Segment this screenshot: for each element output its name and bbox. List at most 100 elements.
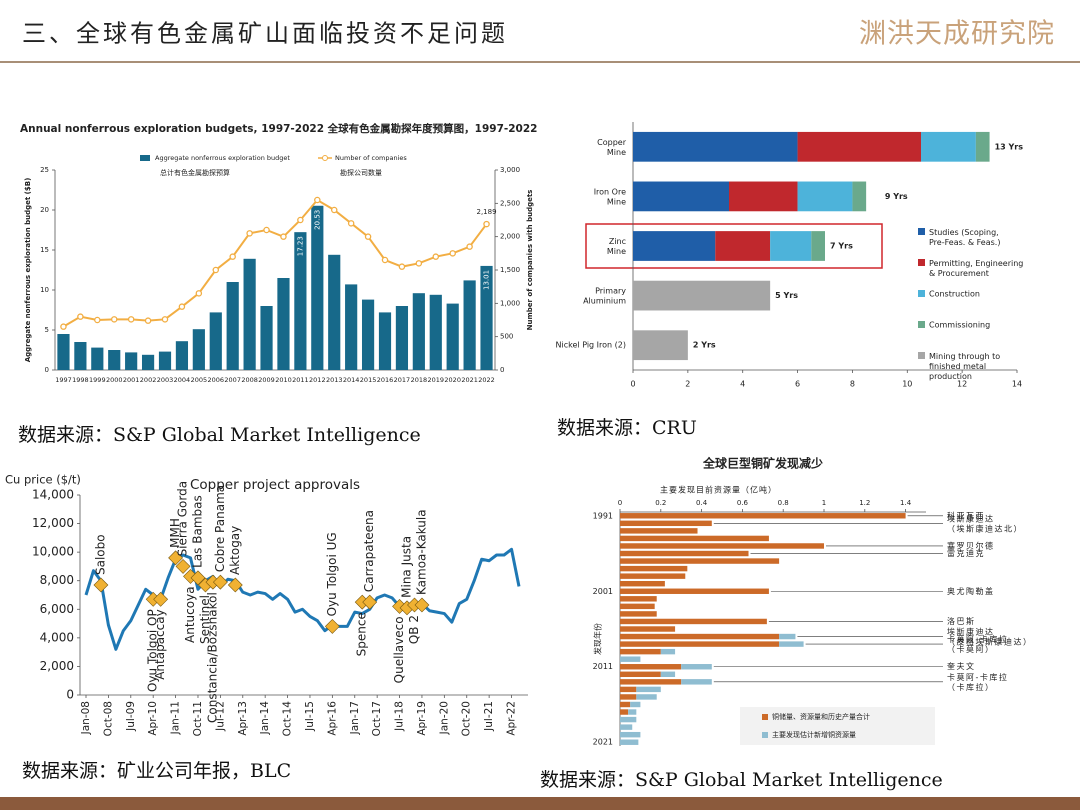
line-value-label: 2,189: [477, 208, 497, 216]
x-tick-label: 2007: [224, 376, 241, 384]
line-marker: [280, 233, 287, 240]
line-marker: [347, 220, 355, 227]
line-marker: [94, 316, 101, 324]
bar-segment: [729, 181, 798, 212]
bar: [277, 278, 290, 370]
bar: [378, 312, 392, 370]
x-tick-label: 2015: [360, 376, 377, 384]
x-tick-label: Jan-11: [170, 701, 182, 735]
x-tick-label: Apr-10: [147, 701, 159, 736]
approval-marker: [153, 591, 169, 607]
bar: [260, 306, 273, 370]
annotation-label: 洛巴斯: [947, 616, 976, 626]
line-marker: [229, 253, 236, 260]
x-tick-label: 4: [740, 380, 745, 389]
bar-segment: [620, 731, 641, 738]
category-label: Copper Mine: [597, 137, 627, 156]
line-marker: [415, 260, 423, 267]
x-tick-label: 2005: [191, 376, 208, 384]
approval-label: Spence: [355, 612, 369, 656]
category-label: 2001: [593, 587, 613, 596]
bar: [74, 342, 87, 370]
bar-segment: [633, 330, 688, 361]
x-tick-label: 2004: [174, 376, 191, 384]
bar-segment: [620, 603, 655, 610]
line-marker: [398, 263, 406, 270]
x-tick-label: 10: [902, 380, 912, 389]
legend-label: Permitting, Engineering & Procurement: [929, 259, 1023, 278]
approval-label: Carrapateena: [362, 510, 376, 592]
bar-segment: [636, 694, 657, 700]
footer-bar: [0, 797, 1080, 810]
legend-box: [740, 707, 935, 745]
bar-segment: [620, 701, 631, 708]
line-marker: [263, 226, 270, 234]
bar-segment: [620, 618, 767, 625]
x-tick-label: 2018: [411, 376, 428, 384]
legend-swatch: [918, 259, 925, 266]
y2-tick-label: 500: [500, 333, 513, 341]
bar-segment: [628, 709, 637, 715]
x-tick-label: 8: [850, 380, 855, 389]
legend-label: Construction: [929, 290, 980, 299]
bar: [294, 232, 307, 370]
x-tick-label: 2019: [427, 376, 444, 384]
bar-value-label: 17.23: [296, 236, 304, 256]
bar: [175, 341, 189, 370]
x-tick-label: 0.8: [778, 499, 789, 507]
bar-segment: [633, 280, 771, 311]
x-tick-label: Oct-11: [192, 701, 204, 736]
legend-label: 铜储量、资源量和历史产量合计: [772, 712, 870, 721]
total-label: 13 Yrs: [995, 142, 1024, 151]
bar: [226, 282, 239, 370]
line-marker: [330, 206, 338, 214]
bar-segment: [620, 656, 641, 662]
bar-segment: [620, 709, 629, 715]
x-tick-label: Apr-16: [326, 701, 338, 736]
x-tick-label: 2016: [377, 376, 394, 384]
bar-segment: [620, 664, 682, 670]
total-label: 7 Yrs: [830, 242, 853, 251]
approval-marker: [414, 597, 430, 613]
approval-label: Mina Justa: [400, 536, 414, 598]
y-tick-label: 15: [40, 246, 49, 254]
approval-label: Sentinel: [198, 595, 212, 644]
line-marker: [195, 290, 203, 297]
line-marker: [212, 266, 220, 274]
bar: [412, 293, 425, 370]
x-tick-label: 6: [795, 380, 800, 389]
y2-tick-label: 2,000: [500, 233, 520, 241]
bar-segment: [630, 701, 641, 708]
x-tick-label: 2017: [394, 376, 411, 384]
approval-marker: [168, 550, 184, 566]
annotation-label: 埃斯康迪达（皮格埃斯康迪达）: [947, 626, 1033, 646]
line-marker: [297, 216, 304, 224]
bar: [446, 303, 459, 370]
bar-segment: [975, 131, 990, 162]
legend-swatch: [918, 321, 925, 328]
annotation-label: 雷克迪克: [947, 548, 985, 558]
bar: [192, 329, 205, 370]
bar: [108, 350, 121, 370]
y2-tick-label: 2,500: [500, 199, 520, 207]
category-label: 2011: [593, 662, 613, 671]
bar-segment: [797, 131, 921, 162]
bar-segment: [620, 565, 688, 572]
bar-segment: [620, 648, 661, 655]
legend-swatch: [918, 228, 925, 235]
line-marker: [364, 233, 372, 240]
y-tick-label: 20: [40, 206, 49, 214]
bar: [125, 352, 138, 370]
total-label: 9 Yrs: [885, 192, 908, 201]
x-tick-label: Jul-12: [214, 701, 226, 732]
category-label: Primary Aluminium: [583, 286, 626, 305]
bar-segment: [660, 648, 676, 655]
x-tick-label: 2011: [292, 376, 309, 384]
bar-value-label: 13.01: [483, 270, 491, 290]
y2-tick-label: 1,500: [500, 266, 520, 274]
bar-segment: [620, 641, 780, 647]
x-tick-label: Oct-17: [371, 701, 383, 736]
bar: [209, 312, 222, 370]
line-marker: [77, 313, 84, 320]
